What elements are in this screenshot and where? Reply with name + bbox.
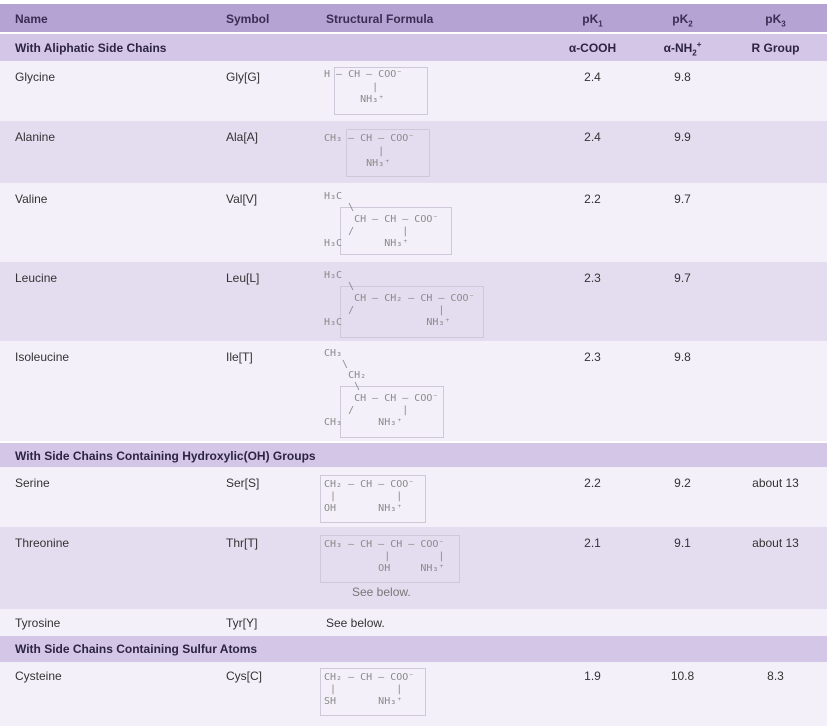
row-symbol: Ile[T] [226,350,253,364]
row-symbol: Gly[G] [226,70,261,84]
table-row-valine: Valine Val[V] H₃C \ CH — CH — COO⁻ / | H… [0,183,827,262]
table-header: Name Symbol Structural Formula pK1 pK2 p… [0,4,827,32]
table-row-glycine: Glycine Gly[G] H — CH — COO⁻ | NH₃⁺ 2.4 … [0,61,827,121]
subheader-pk1: α-COOH [568,41,617,55]
row-pk2: 10.8 [670,669,695,683]
row-pk2: 9.8 [674,70,691,84]
group-header-aliphatic: With Aliphatic Side Chains α-COOH α-NH2+… [0,34,827,61]
row-formula-text: See below. [326,616,385,630]
row-pk2: 9.2 [674,476,691,490]
table-row-serine: Serine Ser[S] CH₂ — CH — COO⁻ | | OH NH₃… [0,467,827,527]
header-formula: Structural Formula [326,12,434,26]
header-symbol: Symbol [226,12,270,26]
table-row-threonine: Threonine Thr[T] CH₃ — CH — CH — COO⁻ | … [0,527,827,609]
header-name: Name [15,12,48,26]
row-name: Alanine [15,130,56,144]
row-name: Threonine [15,536,70,550]
group-header-hydroxylic: With Side Chains Containing Hydroxylic(O… [0,443,827,467]
row-pk1: 2.4 [584,130,601,144]
row-name: Cysteine [15,669,62,683]
row-symbol: Ala[A] [226,130,259,144]
header-pk1: pK1 [582,12,603,29]
row-symbol: Ser[S] [226,476,260,490]
row-name: Isoleucine [15,350,70,364]
row-symbol: Cys[C] [226,669,262,683]
row-name: Glycine [15,70,56,84]
row-symbol: Thr[T] [226,536,258,550]
row-pk1: 2.4 [584,70,601,84]
row-pk1: 2.2 [584,192,601,206]
formula-note: See below. [352,585,411,599]
group-title: With Side Chains Containing Sulfur Atoms [15,642,258,656]
row-name: Serine [15,476,50,490]
header-pk3: pK3 [765,12,786,29]
table-row-isoleucine: Isoleucine Ile[T] CH₃ \ CH₂ \ CH — CH — … [0,341,827,441]
subheader-pk2: α-NH2+ [663,40,702,58]
group-title: With Aliphatic Side Chains [15,41,167,55]
row-pk2: 9.9 [674,130,691,144]
row-pk3: about 13 [752,476,799,490]
row-name: Valine [15,192,48,206]
table-row-alanine: Alanine Ala[A] CH₃ — CH — COO⁻ | NH₃⁺ 2.… [0,121,827,183]
row-symbol: Leu[L] [226,271,260,285]
row-pk2: 9.8 [674,350,691,364]
row-name: Tyrosine [15,616,61,630]
header-pk2: pK2 [672,12,693,29]
group-title: With Side Chains Containing Hydroxylic(O… [15,449,316,463]
row-symbol: Tyr[Y] [226,616,258,630]
row-pk1: 2.1 [584,536,601,550]
row-pk2: 9.7 [674,271,691,285]
row-symbol: Val[V] [226,192,258,206]
row-pk2: 9.7 [674,192,691,206]
table-row-cysteine: Cysteine Cys[C] CH₂ — CH — COO⁻ | | SH N… [0,662,827,726]
subheader-pk3: R Group [751,41,800,55]
row-pk1: 2.2 [584,476,601,490]
row-pk3: 8.3 [767,669,784,683]
table-row-tyrosine: Tyrosine Tyr[Y] See below. [0,609,827,636]
row-pk1: 2.3 [584,271,601,285]
row-pk2: 9.1 [674,536,691,550]
table-row-leucine: Leucine Leu[L] H₃C \ CH — CH₂ — CH — COO… [0,262,827,341]
row-pk1: 1.9 [584,669,601,683]
row-pk3: about 13 [752,536,799,550]
row-name: Leucine [15,271,58,285]
group-header-sulfur: With Side Chains Containing Sulfur Atoms [0,636,827,662]
row-pk1: 2.3 [584,350,601,364]
